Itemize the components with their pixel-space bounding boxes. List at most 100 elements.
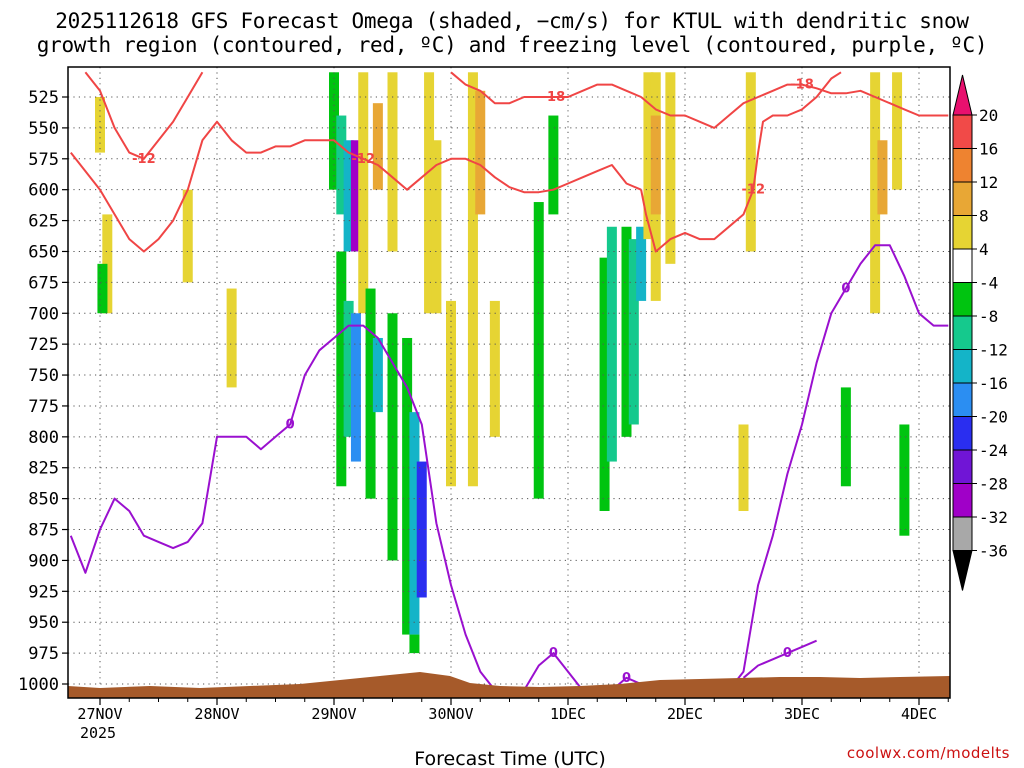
colorbar-swatch	[952, 349, 973, 384]
y-tick-label: 675	[28, 273, 59, 293]
omega-cell	[416, 461, 427, 598]
omega-cell	[372, 337, 383, 413]
x-year-label: 2025	[80, 724, 116, 742]
y-tick-label: 550	[28, 119, 59, 139]
y-tick-label: 625	[28, 212, 59, 232]
omega-cell	[226, 288, 237, 388]
x-tick-label: 1DEC	[550, 705, 586, 723]
x-tick-label: 29NOV	[311, 705, 356, 723]
y-axis: 525 550 575 600 625 650 675 700 725 750 775 800 825 8…	[18, 88, 68, 695]
x-tick-label: 27NOV	[77, 705, 122, 723]
colorbar-swatch	[952, 282, 973, 317]
snow-growth-contour-label: -12	[352, 152, 376, 167]
chart-title-line-1: 2025112618 GFS Forecast Omega (shaded, −…	[55, 9, 969, 33]
omega-cell	[548, 115, 559, 215]
omega-cell	[402, 337, 413, 635]
omega-cell	[621, 226, 632, 437]
colorbar-tick-label: 20	[979, 106, 998, 125]
y-tick-label: 975	[28, 644, 59, 664]
colorbar-tick-label: 16	[979, 140, 998, 159]
omega-cell	[606, 226, 617, 462]
omega-cell	[358, 72, 369, 314]
snow-growth-contour-label: -12	[132, 152, 156, 167]
y-tick-label: 850	[28, 490, 59, 510]
omega-cell	[489, 300, 500, 437]
y-tick-label: 825	[28, 459, 59, 479]
y-tick-label: 950	[28, 613, 59, 633]
contour-layer: -12 -12 -18 -18 -12 0 0 0 0 0	[69, 71, 949, 691]
omega-cell	[409, 634, 420, 654]
omega-cell	[424, 72, 435, 314]
snow-growth-contour-label: -12	[742, 183, 766, 198]
colorbar-tick-label: -4	[979, 274, 998, 293]
omega-cell	[475, 90, 486, 215]
omega-cell	[336, 251, 347, 487]
omega-cell	[599, 257, 610, 511]
colorbar: 20 16 12 8 4 -4 -8 -12 -16 -20 -24 -28 -32 -36	[952, 74, 1008, 591]
omega-cell	[643, 72, 654, 240]
snow-growth-contour	[70, 120, 642, 253]
omega-cell	[899, 424, 910, 536]
colorbar-swatch	[952, 248, 973, 283]
colorbar-tick-label: 12	[979, 173, 998, 192]
omega-cell	[387, 72, 398, 252]
colorbar-swatch	[952, 483, 973, 518]
colorbar-swatch	[952, 315, 973, 350]
x-tick-label: 28NOV	[194, 705, 239, 723]
y-tick-label: 750	[28, 366, 59, 386]
snow-growth-contour-label: -18	[790, 78, 814, 93]
snow-growth-contour	[640, 71, 842, 253]
omega-cell	[628, 239, 639, 425]
snow-growth-contour	[450, 71, 642, 105]
x-tick-label: 30NOV	[428, 705, 473, 723]
omega-cell	[409, 412, 420, 635]
x-tick-label: 4DEC	[901, 705, 937, 723]
omega-cell	[870, 72, 881, 314]
omega-cell	[329, 72, 339, 190]
freezing-level-contour-label: 0	[841, 282, 850, 297]
y-tick-label: 875	[28, 521, 59, 541]
chart-title-line-2: growth region (contoured, red, ºC) and f…	[36, 33, 988, 57]
y-tick-label: 725	[28, 335, 59, 355]
freezing-level-contour	[728, 244, 949, 691]
colorbar-swatch	[952, 181, 973, 216]
terrain-ground	[68, 672, 950, 698]
colorbar-tick-label: -32	[979, 508, 1008, 527]
colorbar-bottom-triangle	[952, 550, 973, 591]
omega-cell	[636, 226, 647, 301]
y-tick-label: 800	[28, 428, 59, 448]
omega-cell	[372, 103, 383, 190]
colorbar-swatch	[952, 382, 973, 417]
y-tick-label: 575	[28, 150, 59, 170]
y-tick-label: 775	[28, 397, 59, 417]
colorbar-tick-label: -36	[979, 542, 1008, 561]
colorbar-tick-label: -24	[979, 441, 1008, 460]
omega-cell	[431, 140, 442, 314]
omega-cell	[350, 313, 361, 462]
grid-lines	[68, 67, 950, 698]
freezing-level-contour	[742, 639, 817, 679]
colorbar-swatch	[952, 416, 973, 451]
omega-cell	[533, 202, 544, 499]
freezing-level-contour-label: 0	[622, 671, 631, 686]
x-axis: 27NOV 28NOV 29NOV 30NOV 1DEC 2DEC 3DEC 4DEC	[77, 698, 949, 723]
colorbar-swatch	[952, 114, 973, 149]
x-axis-title: Forecast Time (UTC)	[414, 748, 605, 768]
freezing-level-contour-label: 0	[286, 417, 295, 432]
omega-cell	[665, 72, 676, 264]
omega-cell	[745, 72, 756, 252]
y-tick-label: 600	[28, 181, 59, 201]
y-tick-label: 525	[28, 88, 59, 108]
colorbar-swatch	[952, 516, 973, 551]
colorbar-top-triangle	[952, 74, 973, 116]
omega-cell	[343, 300, 354, 437]
colorbar-swatch	[952, 148, 973, 183]
y-tick-label: 650	[28, 242, 59, 262]
omega-cell	[350, 140, 361, 252]
omega-cell	[365, 288, 376, 499]
plot-frame	[67, 66, 951, 699]
x-tick-label: 2DEC	[667, 705, 703, 723]
y-tick-label: 925	[28, 582, 59, 602]
colorbar-tick-label: -16	[979, 374, 1008, 393]
